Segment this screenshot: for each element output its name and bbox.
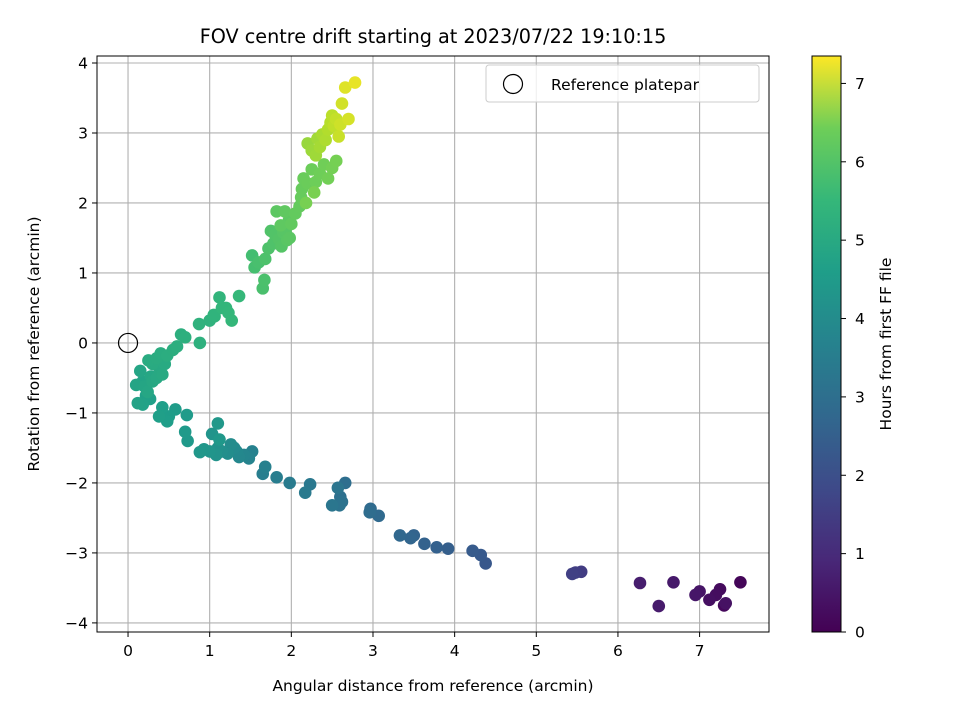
data-point: [331, 481, 345, 495]
data-point: [285, 217, 298, 231]
colorbar-ticks: 0 1 2 3 4 5 6 7: [841, 75, 865, 642]
x-tick-label: 3: [368, 642, 378, 660]
data-point: [141, 385, 154, 399]
data-point: [207, 308, 221, 322]
data-point: [338, 81, 352, 94]
data-point: [565, 567, 579, 581]
data-point: [131, 396, 145, 410]
y-tick-label: 1: [78, 264, 88, 282]
x-tick-label: 4: [450, 642, 460, 660]
y-axis-label: Rotation from reference (arcmin): [25, 216, 43, 471]
data-point: [404, 531, 417, 545]
data-point: [441, 542, 455, 556]
data-point: [307, 186, 321, 199]
data-point: [667, 576, 680, 589]
data-point: [178, 331, 192, 344]
y-tick-label: 0: [78, 334, 88, 352]
legend-frame: [485, 64, 760, 103]
colorbar-tick-label: 0: [855, 624, 865, 642]
x-tick-label: 5: [531, 642, 541, 660]
data-point: [193, 445, 207, 459]
data-point: [689, 588, 702, 602]
data-points: [129, 76, 747, 613]
x-tick-label: 1: [205, 642, 215, 660]
x-tick-label: 7: [695, 642, 705, 660]
plot-frame: [96, 55, 770, 633]
chart-title: FOV centre drift starting at 2023/07/22 …: [200, 25, 667, 48]
data-point: [270, 471, 283, 484]
x-tick-label: 0: [123, 642, 133, 660]
data-point: [232, 289, 246, 303]
data-point: [342, 112, 355, 126]
data-point: [348, 76, 362, 89]
data-point: [633, 576, 647, 590]
gridlines: [97, 56, 769, 632]
data-point: [170, 340, 184, 353]
data-point: [192, 317, 206, 331]
data-point: [418, 537, 431, 551]
data-point: [719, 597, 733, 610]
data-point: [213, 433, 226, 446]
colorbar-tick-label: 4: [855, 310, 865, 328]
data-point: [133, 364, 147, 378]
data-point: [335, 97, 349, 110]
x-axis-label: Angular distance from reference (arcmin): [272, 677, 593, 695]
data-point: [332, 130, 345, 143]
data-point: [283, 231, 296, 245]
data-point: [225, 314, 239, 327]
data-point: [734, 576, 747, 589]
data-point: [178, 425, 192, 439]
data-point: [703, 593, 716, 607]
colorbar-label: Hours from first FF file: [877, 258, 895, 431]
data-point: [193, 336, 207, 350]
data-point: [278, 205, 292, 218]
x-axis-ticks: 0 1 2 3 4 5 6 7: [123, 632, 705, 660]
y-tick-label: −2: [65, 474, 88, 492]
colorbar-tick-label: 3: [855, 388, 865, 406]
data-point: [211, 417, 225, 430]
data-point: [299, 196, 313, 210]
data-point: [156, 368, 169, 381]
data-point: [652, 599, 666, 613]
data-point: [258, 460, 272, 474]
data-point: [180, 408, 194, 422]
data-point: [274, 219, 288, 232]
colorbar-tick-label: 5: [855, 232, 865, 250]
data-point: [466, 544, 479, 558]
legend-marker-icon: [502, 73, 524, 95]
y-tick-label: −1: [65, 404, 88, 422]
colorbar-tick-label: 2: [855, 467, 865, 485]
data-point: [152, 410, 166, 423]
x-tick-label: 6: [613, 642, 623, 660]
data-point: [325, 499, 339, 512]
data-point: [258, 252, 272, 266]
y-tick-label: 4: [78, 54, 88, 72]
data-point: [329, 154, 343, 168]
data-point: [213, 291, 226, 304]
data-point: [258, 273, 271, 287]
data-point: [283, 476, 296, 490]
data-point: [319, 133, 332, 147]
y-axis-ticks: −4 −3 −2 −1 0 1 2 3 4: [65, 54, 97, 632]
reference-platepar-marker: [117, 332, 139, 354]
x-tick-label: 2: [286, 642, 296, 660]
legend-entry-reference: Reference platepar: [551, 76, 700, 94]
colorbar-tick-label: 7: [855, 75, 865, 93]
y-tick-label: 2: [78, 194, 88, 212]
colorbar-tick-label: 1: [855, 545, 865, 563]
y-tick-label: −4: [65, 614, 88, 632]
y-tick-label: 3: [78, 124, 88, 142]
data-point: [363, 506, 377, 519]
colorbar-tick-label: 6: [855, 153, 865, 171]
y-tick-label: −3: [65, 544, 88, 562]
reference-marker: [117, 332, 139, 354]
data-point: [393, 529, 407, 542]
data-point: [430, 541, 443, 554]
data-point: [321, 172, 335, 185]
data-point: [298, 486, 312, 500]
legend: Reference platepar: [485, 64, 760, 103]
colorbar: [811, 55, 842, 633]
